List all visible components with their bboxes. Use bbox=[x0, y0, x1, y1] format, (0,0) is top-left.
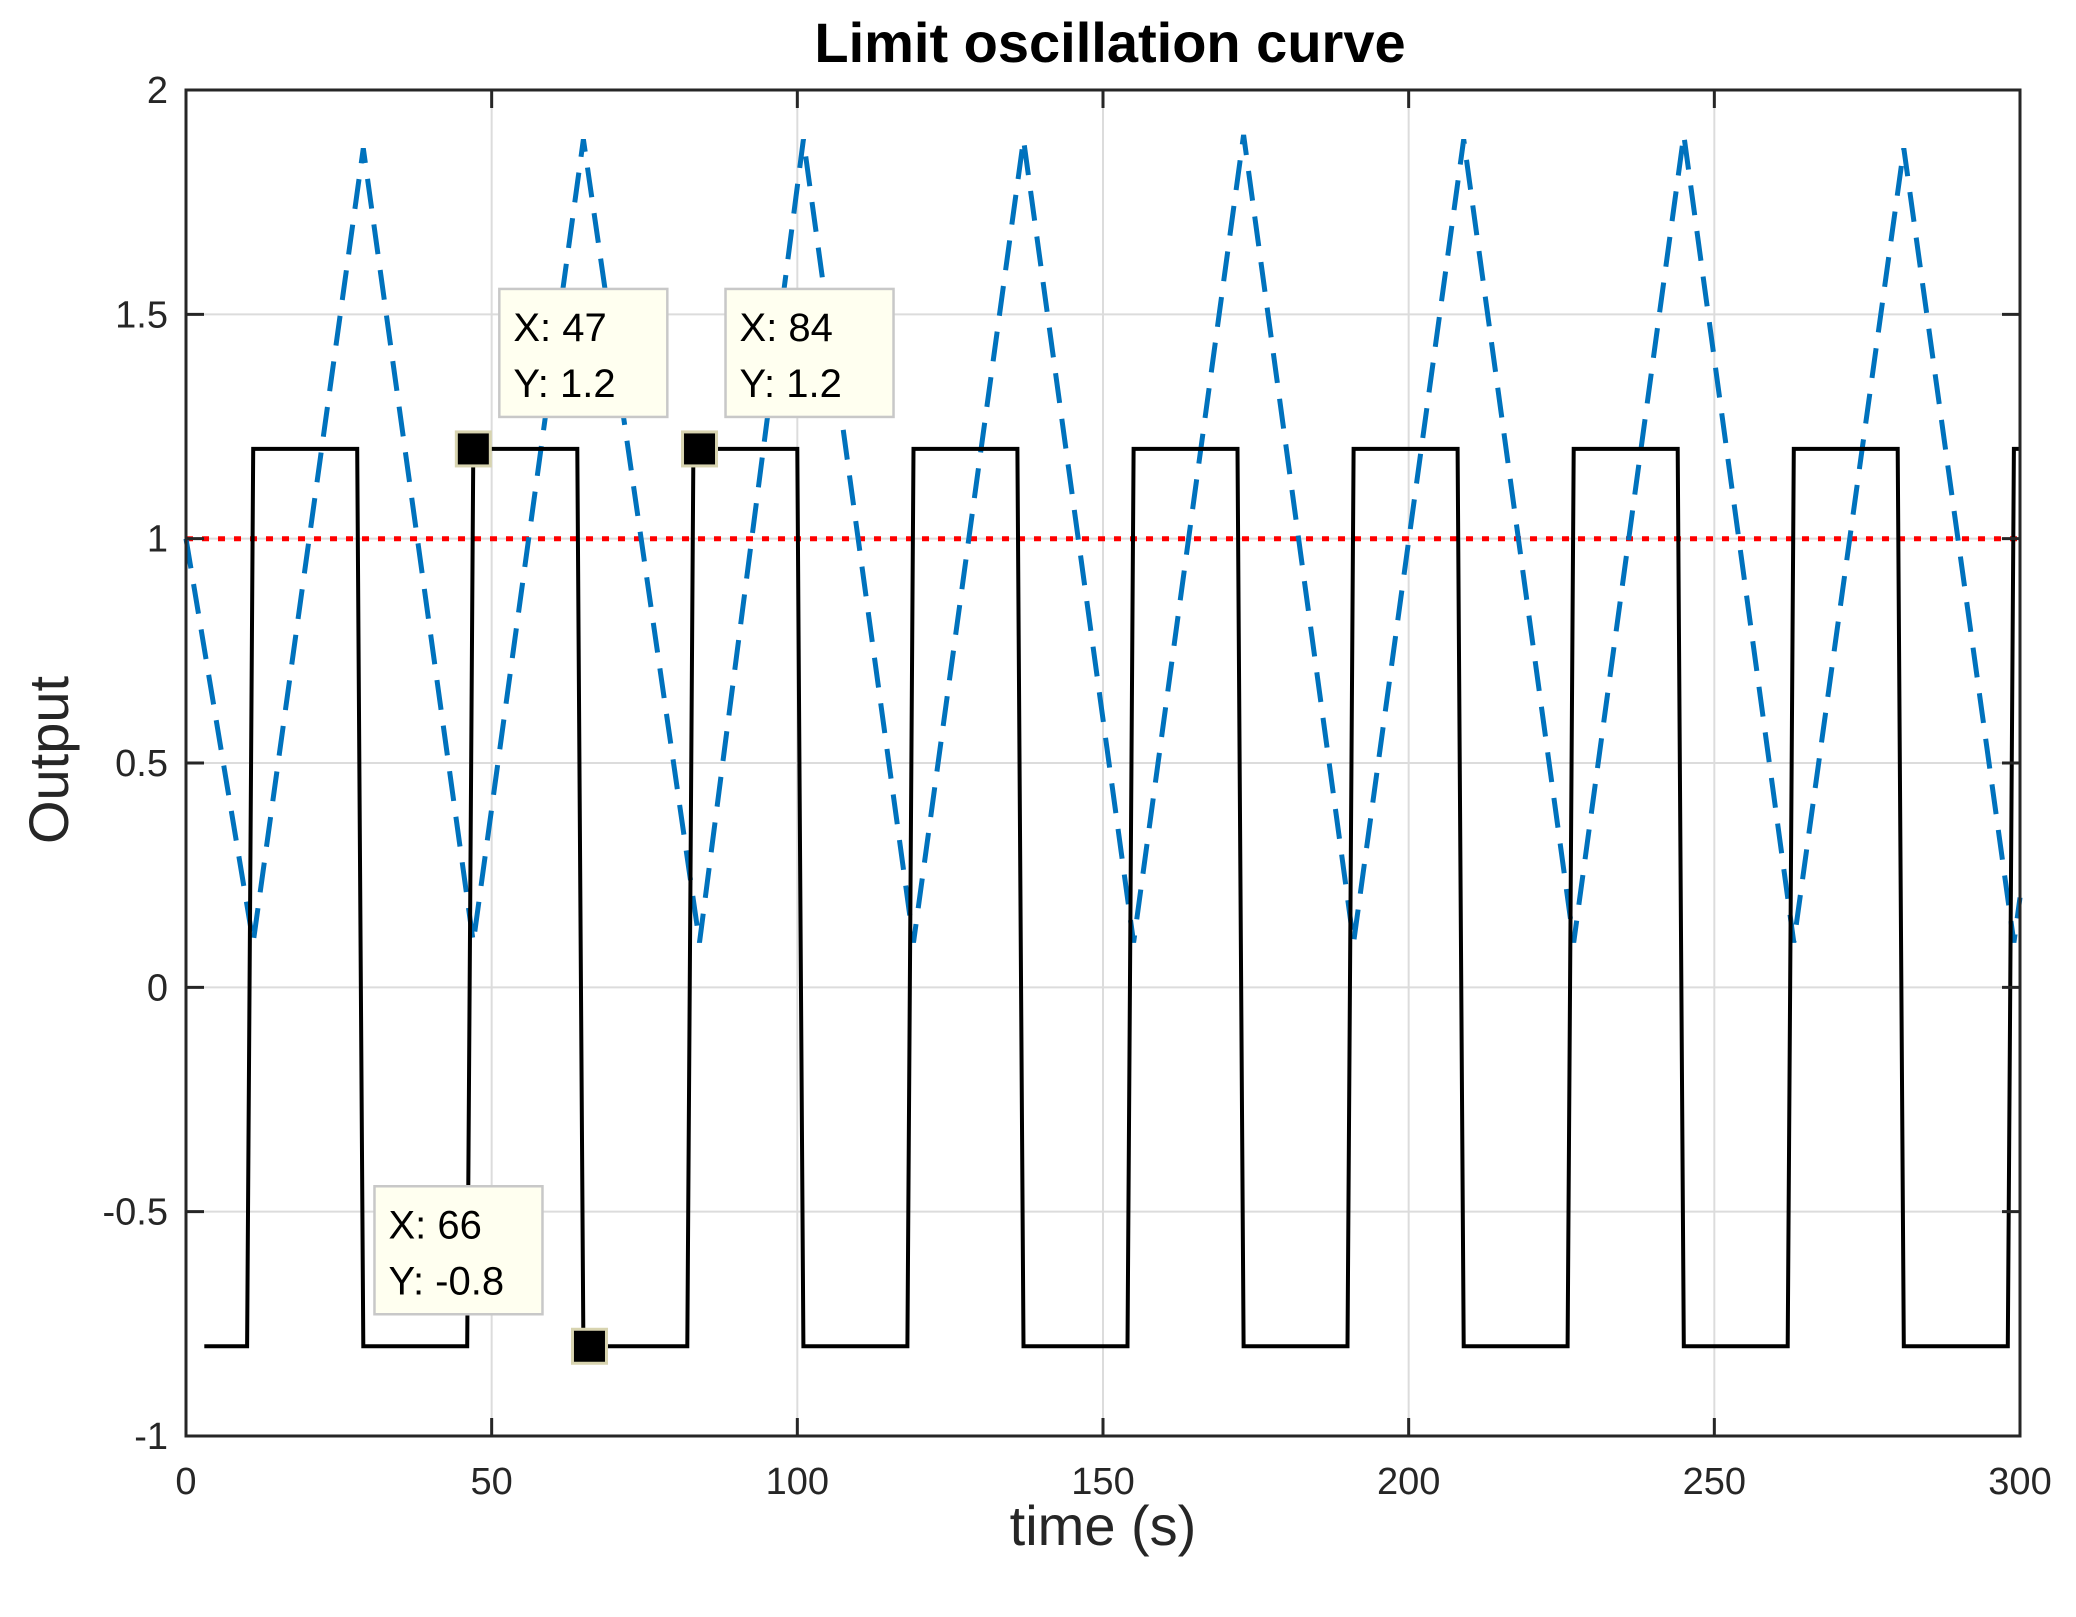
data-tip-x: X: 84 bbox=[740, 306, 833, 350]
series-line-process-output bbox=[183, 134, 2023, 943]
data-tip: X: 66 Y: -0.8 bbox=[373, 1185, 608, 1365]
series-line-relay-output bbox=[204, 446, 2020, 1349]
data-tip-x: X: 47 bbox=[513, 306, 606, 350]
y-tick-label: 0.5 bbox=[115, 743, 168, 785]
x-axis-label: time (s) bbox=[1010, 1494, 1197, 1557]
chart-title: Limit oscillation curve bbox=[814, 11, 1405, 74]
data-tips: X: 47 Y: 1.2 X: 84 Y: 1.2 X: 66 Y: -0.8 bbox=[373, 287, 895, 1365]
data-tip-y: Y: 1.2 bbox=[740, 362, 842, 406]
x-tick-label: 150 bbox=[1071, 1461, 1134, 1503]
x-tick-label: 300 bbox=[1988, 1461, 2051, 1503]
data-tip: X: 84 Y: 1.2 bbox=[681, 287, 895, 468]
data-tip-marker[interactable] bbox=[681, 430, 719, 468]
data-tip-box bbox=[724, 287, 895, 419]
x-tick-label: 0 bbox=[175, 1461, 196, 1503]
data-tip-marker[interactable] bbox=[454, 430, 492, 468]
y-tick-label: 1.5 bbox=[115, 294, 168, 336]
x-tick-label: 50 bbox=[471, 1461, 513, 1503]
y-tick-label: -0.5 bbox=[103, 1192, 168, 1234]
y-tick-label: 0 bbox=[147, 967, 168, 1009]
data-tip-x: X: 66 bbox=[388, 1203, 481, 1247]
x-tick-label: 250 bbox=[1683, 1461, 1746, 1503]
data-tip-y: Y: -0.8 bbox=[388, 1259, 504, 1303]
y-tick-label: 2 bbox=[147, 70, 168, 112]
x-tick-label: 200 bbox=[1377, 1461, 1440, 1503]
data-tip: X: 47 Y: 1.2 bbox=[454, 287, 669, 468]
data-tip-marker[interactable] bbox=[570, 1327, 608, 1365]
series-layer bbox=[183, 134, 2023, 1349]
y-axis-label: Output bbox=[17, 676, 80, 845]
data-tip-box bbox=[498, 287, 669, 419]
y-tick-label: 1 bbox=[147, 519, 168, 561]
y-tick-label: -1 bbox=[134, 1416, 168, 1458]
ticks: 0 50 100 150 200 250 300 -1 -0.5 0 0.5 1 1.5 2 bbox=[103, 70, 2052, 1503]
x-tick-label: 100 bbox=[766, 1461, 829, 1503]
data-tip-box bbox=[373, 1185, 544, 1316]
data-tip-y: Y: 1.2 bbox=[513, 362, 615, 406]
